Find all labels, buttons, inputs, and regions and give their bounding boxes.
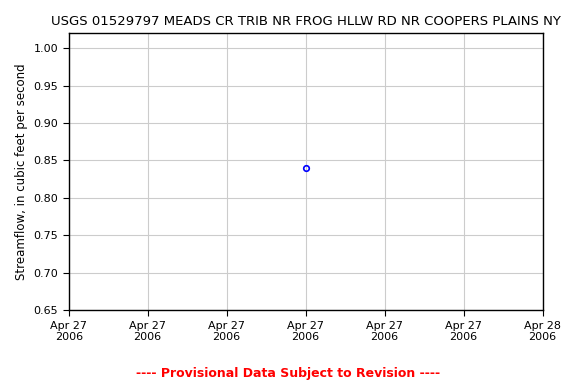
Text: ---- Provisional Data Subject to Revision ----: ---- Provisional Data Subject to Revisio… bbox=[136, 367, 440, 380]
Y-axis label: Streamflow, in cubic feet per second: Streamflow, in cubic feet per second bbox=[15, 63, 28, 280]
Title: USGS 01529797 MEADS CR TRIB NR FROG HLLW RD NR COOPERS PLAINS NY: USGS 01529797 MEADS CR TRIB NR FROG HLLW… bbox=[51, 15, 560, 28]
